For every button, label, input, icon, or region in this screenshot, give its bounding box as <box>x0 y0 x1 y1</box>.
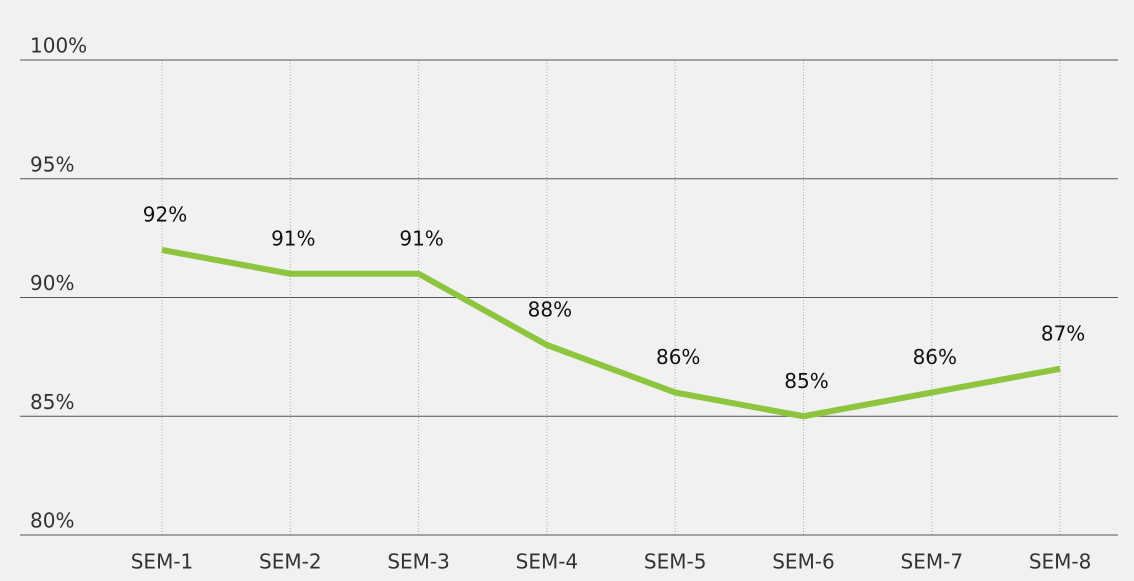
line <box>161 247 1061 420</box>
y-tick-label: 85% <box>30 390 74 414</box>
y-tick-label: 80% <box>30 509 74 533</box>
x-tick-label: SEM-7 <box>901 550 964 574</box>
x-tick-label: SEM-8 <box>1029 550 1092 574</box>
y-tick-label: 90% <box>30 271 74 295</box>
data-label: 85% <box>784 369 828 393</box>
x-tick-label: SEM-4 <box>516 550 579 574</box>
x-tick-label: SEM-1 <box>131 550 194 574</box>
data-label: 88% <box>528 298 572 322</box>
data-label: 91% <box>399 226 443 250</box>
x-tick-label: SEM-2 <box>259 550 322 574</box>
y-tick-label: 95% <box>30 152 74 176</box>
y-tick-label: 100% <box>30 34 87 58</box>
x-tick-label: SEM-3 <box>387 550 450 574</box>
data-label: 86% <box>913 345 957 369</box>
data-label: 92% <box>143 203 187 227</box>
x-tick-label: SEM-6 <box>772 550 835 574</box>
data-label: 86% <box>656 345 700 369</box>
x-tick-label: SEM-5 <box>644 550 707 574</box>
data-label: 87% <box>1041 321 1085 345</box>
data-label: 91% <box>271 226 315 250</box>
